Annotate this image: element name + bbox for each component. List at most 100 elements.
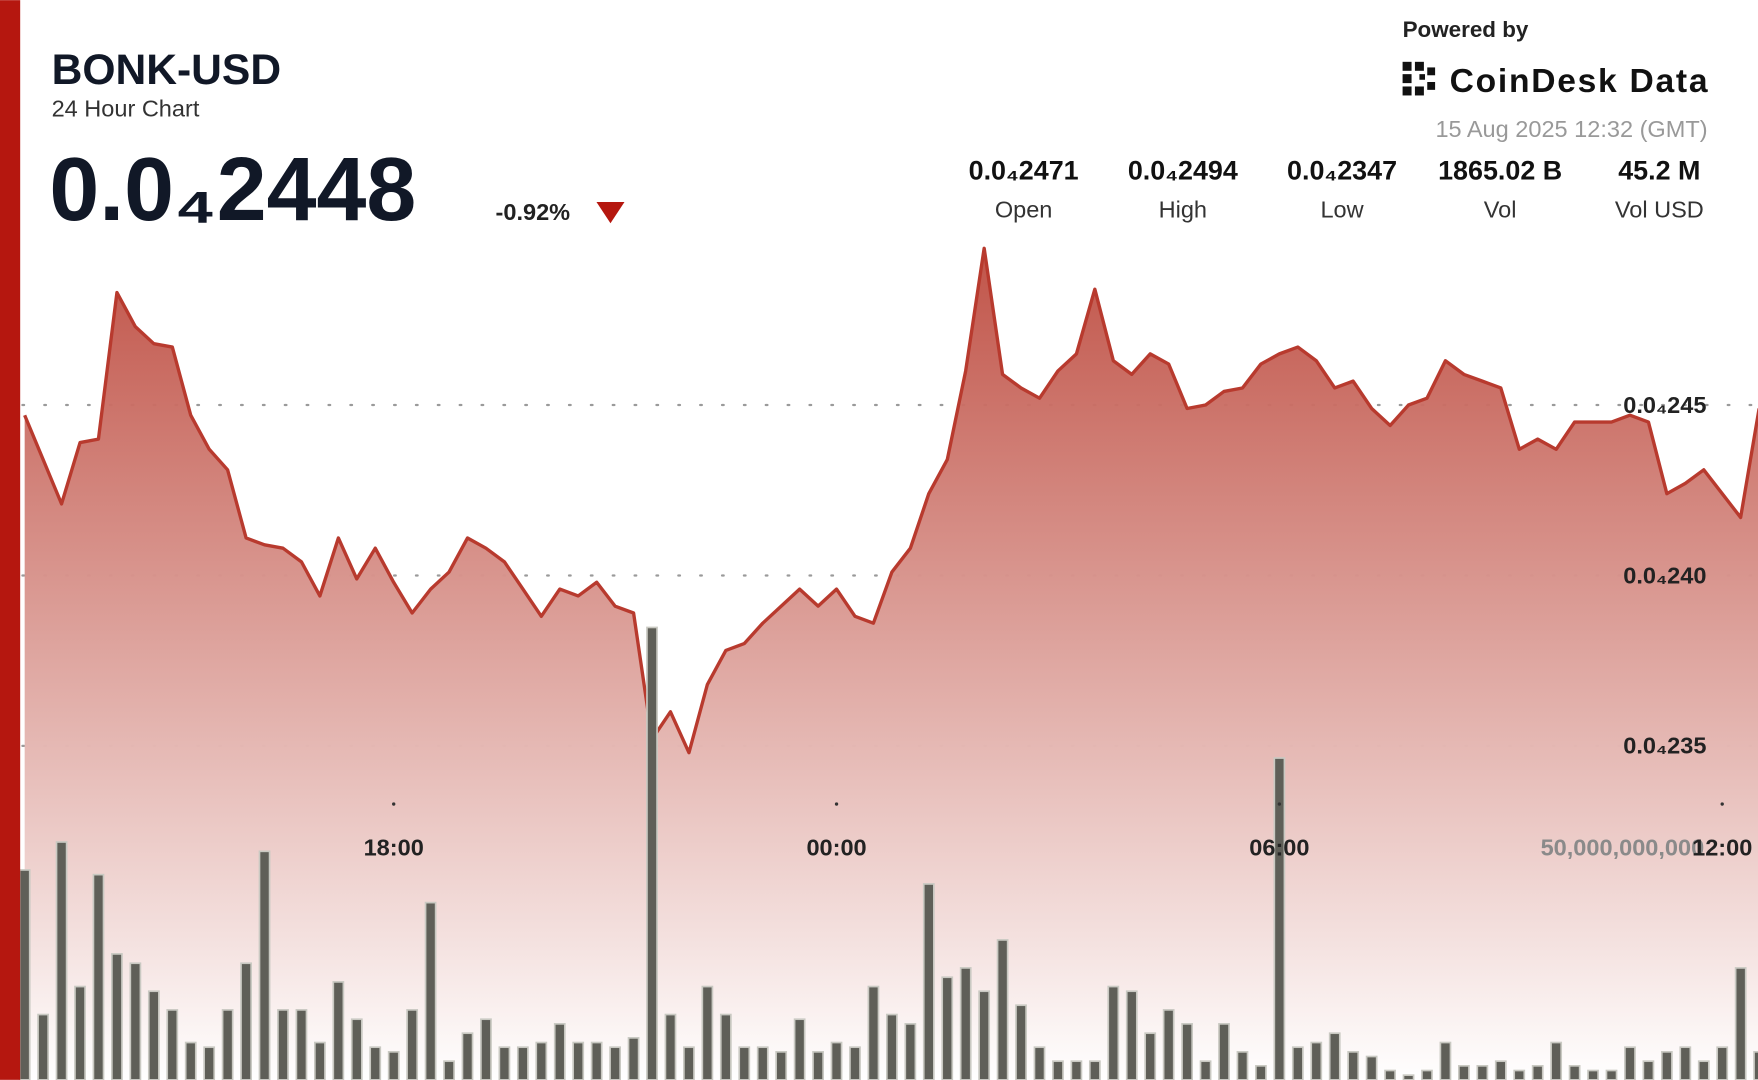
volume-bar bbox=[129, 962, 142, 1080]
volume-bar bbox=[461, 1032, 474, 1080]
volume-bar bbox=[996, 939, 1009, 1080]
volume-bar bbox=[1458, 1065, 1470, 1080]
stat-value: 0.0₄2347 bbox=[1287, 156, 1397, 186]
stat-label: High bbox=[1159, 197, 1207, 223]
volume-bar bbox=[203, 1046, 216, 1080]
volume-bar bbox=[535, 1041, 548, 1080]
volume-bar bbox=[627, 1037, 640, 1080]
volume-bar bbox=[1365, 1055, 1378, 1080]
logo-icon bbox=[1402, 61, 1436, 96]
volume-bar bbox=[1218, 1023, 1230, 1080]
accent-bar bbox=[0, 0, 21, 1080]
volume-bar bbox=[277, 1009, 289, 1080]
volume-bar bbox=[1236, 1051, 1249, 1080]
volume-bar bbox=[609, 1046, 622, 1080]
stats: 0.0₄2471 Open 0.0₄2494 High 0.0₄2347 Low 1865.… bbox=[969, 156, 1704, 223]
volume-bar bbox=[1052, 1060, 1064, 1080]
volume-bar bbox=[1088, 1060, 1101, 1080]
volume-bar bbox=[1513, 1069, 1526, 1080]
volume-bar bbox=[646, 626, 658, 1080]
volume-bar bbox=[1347, 1051, 1360, 1080]
volume-bar bbox=[756, 1046, 769, 1080]
y-tick-label: 0.0₄240 bbox=[1623, 562, 1706, 588]
volume-bar bbox=[111, 953, 123, 1080]
volume-bar bbox=[1697, 1060, 1710, 1080]
volume-bar bbox=[572, 1041, 585, 1080]
volume-bar bbox=[498, 1046, 511, 1080]
title: BONK-USD bbox=[52, 46, 282, 94]
volume-bar bbox=[369, 1046, 382, 1080]
volume-bar bbox=[55, 841, 68, 1080]
volume-bar bbox=[849, 1046, 861, 1080]
stat-value: 0.0₄2471 bbox=[969, 156, 1079, 186]
volume-bar bbox=[350, 1018, 363, 1080]
volume-bar bbox=[1162, 1009, 1175, 1080]
x-tick-mark bbox=[834, 802, 839, 806]
volume-bar bbox=[1679, 1046, 1692, 1080]
volume-bar bbox=[332, 981, 345, 1080]
volume-bar bbox=[590, 1041, 603, 1080]
volume-bar bbox=[1273, 757, 1286, 1080]
powered-by: Powered by bbox=[1403, 17, 1529, 42]
volume-bar bbox=[922, 883, 935, 1080]
volume-bar bbox=[406, 1009, 419, 1080]
volume-bar bbox=[775, 1051, 788, 1080]
volume-bar bbox=[240, 962, 252, 1080]
volume-bar bbox=[664, 1013, 677, 1080]
volume-bar bbox=[387, 1051, 400, 1080]
x-tick-label: 00:00 bbox=[806, 835, 866, 861]
volume-bar bbox=[978, 990, 991, 1080]
x-tick-mark bbox=[1720, 802, 1724, 806]
volume-bar bbox=[812, 1051, 824, 1080]
volume-bar bbox=[1476, 1065, 1489, 1080]
volume-bar bbox=[1550, 1041, 1563, 1080]
volume-bar bbox=[1125, 990, 1138, 1080]
x-tick-label: 06:00 bbox=[1249, 835, 1309, 861]
volume-bar bbox=[1033, 1046, 1046, 1080]
volume-bar bbox=[959, 967, 972, 1080]
volume-bar bbox=[166, 1009, 179, 1080]
volume-bar bbox=[516, 1046, 529, 1080]
price-line bbox=[23, 246, 1758, 755]
volume-bar bbox=[1494, 1060, 1507, 1080]
x-tick-mark bbox=[1277, 802, 1282, 806]
volume-bar bbox=[92, 873, 105, 1080]
volume-bar bbox=[683, 1046, 695, 1080]
volume-bar bbox=[1753, 1051, 1758, 1080]
stat-label: Vol USD bbox=[1615, 197, 1704, 223]
volume-bar bbox=[1642, 1060, 1655, 1080]
price-area bbox=[24, 248, 1758, 1080]
volume-bar bbox=[1070, 1060, 1083, 1080]
labels: 0.0₄235 0.0₄240 0.0₄245 50,000,000,000 18:00… bbox=[364, 392, 1753, 861]
volume-bar bbox=[867, 985, 880, 1080]
volume-bar bbox=[1587, 1069, 1599, 1080]
volume-bar bbox=[941, 976, 954, 1080]
volume-bar bbox=[295, 1009, 308, 1080]
volume-bar bbox=[1015, 1004, 1027, 1080]
volume-bar bbox=[1716, 1046, 1729, 1080]
volume-bar bbox=[738, 1046, 751, 1080]
stat-label: Vol bbox=[1484, 197, 1517, 223]
volume-bar bbox=[480, 1018, 492, 1080]
volume-bar bbox=[1531, 1065, 1544, 1080]
volume-bar bbox=[904, 1023, 917, 1080]
volume-bar bbox=[1384, 1069, 1396, 1080]
volume-bar bbox=[1421, 1069, 1433, 1080]
volume-bar bbox=[1199, 1060, 1212, 1080]
timestamp: 15 Aug 2025 12:32 (GMT) bbox=[1435, 116, 1707, 142]
volume-bar bbox=[1568, 1065, 1581, 1080]
volume-bar bbox=[886, 1013, 898, 1080]
volume-bar bbox=[1660, 1051, 1673, 1080]
y2-tick-label: 50,000,000,000 bbox=[1541, 835, 1705, 861]
x-tick-mark bbox=[392, 802, 396, 806]
volume-bar bbox=[553, 1023, 566, 1080]
line-layer bbox=[23, 246, 1758, 755]
volume-bar bbox=[1181, 1023, 1194, 1080]
volume-bar bbox=[1402, 1074, 1415, 1080]
volume-bar bbox=[18, 869, 31, 1080]
volume-bar bbox=[37, 1013, 50, 1080]
volume-bar bbox=[1734, 967, 1747, 1080]
x-tick-label: 18:00 bbox=[364, 835, 424, 861]
plot-area: 0.0₄235 0.0₄240 0.0₄245 50,000,000,000 18:00… bbox=[18, 246, 1758, 1080]
